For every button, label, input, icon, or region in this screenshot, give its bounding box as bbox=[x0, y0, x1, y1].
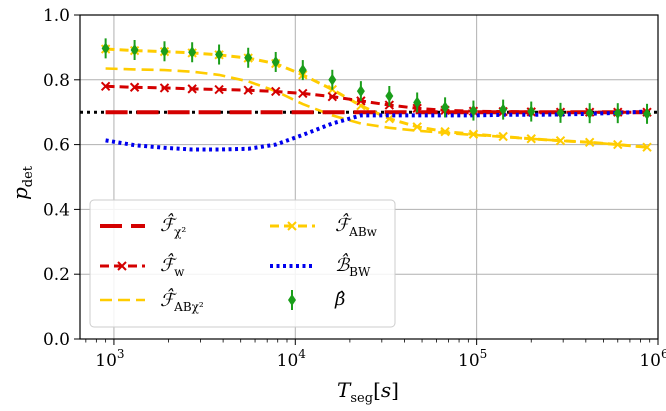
legend: ℱ̂χ² ℱ̂w ℱ̂ABχ² ℱ̂ABw ℬ̂BW β̂ bbox=[89, 199, 396, 328]
y-tick-label: 0.2 bbox=[43, 265, 70, 285]
series-line bbox=[105, 47, 648, 149]
data-point-diamond bbox=[356, 85, 365, 98]
series-line bbox=[105, 84, 647, 114]
data-point-x-marker bbox=[117, 261, 127, 271]
series-b-bw bbox=[105, 109, 648, 152]
series-layer bbox=[100, 38, 652, 152]
data-point-x-marker bbox=[243, 85, 253, 95]
data-point-diamond bbox=[499, 103, 508, 116]
data-point-x-marker bbox=[327, 91, 338, 102]
x-axis-label: Tseg[s] bbox=[337, 378, 399, 406]
legend-handles bbox=[100, 221, 315, 310]
data-point-diamond bbox=[215, 48, 224, 61]
data-point-x-marker bbox=[498, 131, 508, 142]
data-point-diamond bbox=[328, 73, 337, 86]
x-tick-label: 104 bbox=[277, 347, 307, 371]
legend-label-b-bw: ℬ̂BW bbox=[335, 253, 371, 279]
data-point-diamond bbox=[188, 46, 197, 59]
data-point-diamond bbox=[585, 107, 594, 120]
y-tick-label: 0.4 bbox=[43, 200, 70, 220]
legend-box bbox=[89, 199, 396, 328]
data-point-diamond bbox=[288, 294, 296, 306]
y-tick-label: 0.6 bbox=[43, 136, 70, 156]
legend-label-f-chi2: ℱ̂χ² bbox=[160, 213, 186, 239]
series-f-abchi2 bbox=[105, 67, 648, 149]
data-point-diamond bbox=[613, 107, 622, 120]
data-point-diamond bbox=[271, 55, 280, 68]
data-point-diamond bbox=[413, 96, 422, 109]
series-line bbox=[105, 67, 648, 149]
x-tick-label: 106 bbox=[639, 347, 666, 371]
data-point-diamond bbox=[469, 104, 478, 117]
data-point-diamond bbox=[643, 107, 652, 120]
data-point-x-marker bbox=[613, 139, 623, 150]
data-point-x-marker bbox=[298, 88, 308, 99]
y-axis-label: pdet bbox=[8, 165, 36, 200]
tick-layer: 103 104 105 106 0.0 0.2 0.4 0.6 0.8 1.0 bbox=[43, 6, 666, 371]
data-point-diamond bbox=[160, 45, 169, 58]
y-tick-label: 0.0 bbox=[43, 330, 70, 350]
data-point-x-marker bbox=[440, 126, 450, 137]
data-point-x-marker bbox=[159, 83, 170, 93]
data-point-x-marker bbox=[642, 142, 652, 152]
data-point-diamond bbox=[130, 43, 139, 56]
data-point-diamond bbox=[298, 64, 307, 77]
data-point-x-marker bbox=[555, 136, 566, 146]
series-beta bbox=[101, 38, 652, 124]
data-point-x-marker bbox=[187, 84, 197, 94]
data-point-x-marker bbox=[100, 81, 111, 91]
data-point-diamond bbox=[441, 101, 450, 114]
series-line bbox=[105, 109, 648, 152]
data-point-x-marker bbox=[271, 86, 281, 97]
data-point-diamond bbox=[527, 105, 536, 118]
data-point-diamond bbox=[101, 42, 110, 55]
x-tick-label: 103 bbox=[95, 347, 124, 371]
data-point-x-marker bbox=[129, 82, 140, 92]
data-point-x-marker bbox=[584, 137, 595, 148]
data-point-x-marker bbox=[468, 129, 479, 139]
data-point-x-marker bbox=[287, 221, 297, 231]
legend-label-f-abchi2: ℱ̂ABχ² bbox=[160, 288, 204, 314]
data-point-diamond bbox=[556, 106, 565, 119]
data-point-diamond bbox=[244, 51, 253, 64]
series-f-abw bbox=[100, 44, 652, 152]
plot-frame bbox=[79, 14, 659, 340]
data-point-diamond bbox=[385, 90, 394, 102]
legend-label-f-abw: ℱ̂ABw bbox=[335, 213, 378, 239]
y-tick-label: 0.8 bbox=[43, 71, 70, 91]
legend-label-beta: β̂ bbox=[334, 289, 345, 310]
data-point-x-marker bbox=[526, 134, 536, 144]
data-point-x-marker bbox=[412, 122, 422, 132]
data-point-x-marker bbox=[214, 84, 224, 95]
y-tick-label: 1.0 bbox=[43, 6, 70, 26]
legend-label-f-w: ℱ̂w bbox=[160, 253, 185, 279]
x-tick-label: 105 bbox=[458, 347, 487, 371]
